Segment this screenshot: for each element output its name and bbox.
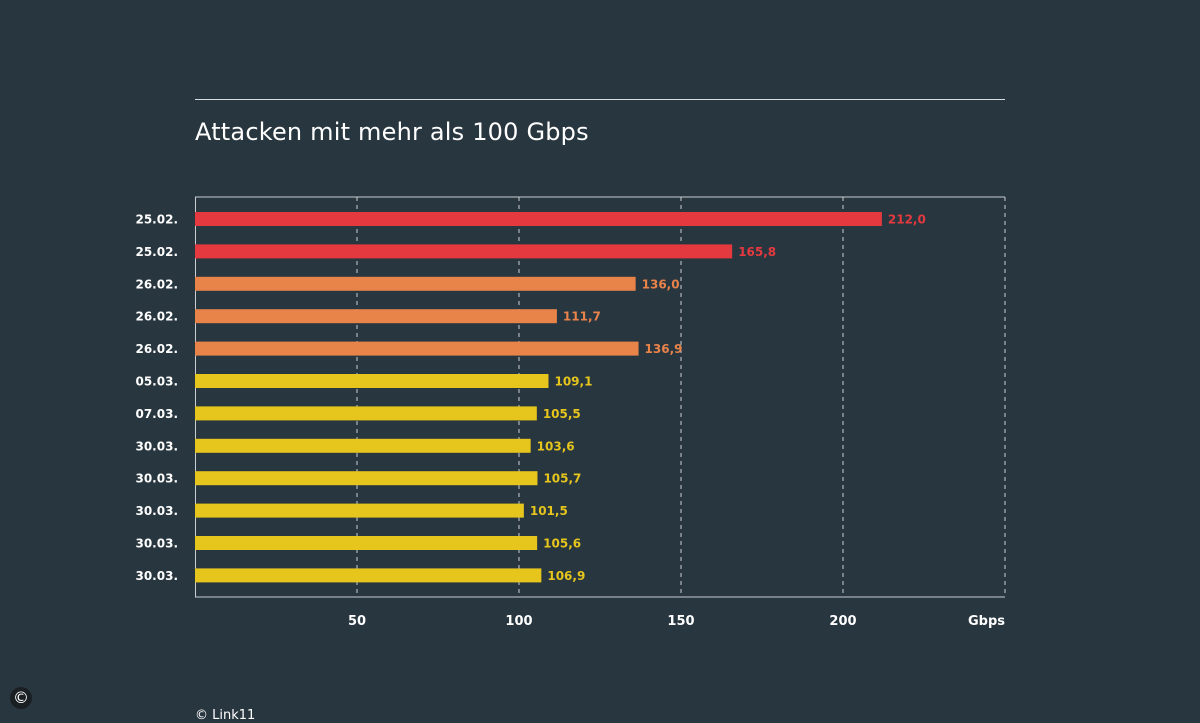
category-label: 30.03. bbox=[135, 472, 178, 486]
bar-value-label: 136,9 bbox=[645, 342, 683, 356]
bar-9 bbox=[195, 503, 524, 518]
x-tick-label: 100 bbox=[505, 614, 532, 629]
top-divider bbox=[195, 99, 1005, 100]
category-label: 25.02. bbox=[135, 245, 178, 259]
bar-value-label: 101,5 bbox=[530, 504, 568, 518]
x-tick-label: 50 bbox=[348, 614, 366, 629]
bar-8 bbox=[195, 471, 538, 486]
bar-value-label: 136,0 bbox=[642, 277, 680, 291]
bar-11 bbox=[195, 568, 542, 583]
bar-7 bbox=[195, 438, 531, 453]
category-label: 07.03. bbox=[135, 407, 178, 421]
x-tick-label: 200 bbox=[829, 614, 856, 629]
category-label: 26.02. bbox=[135, 342, 178, 356]
bar-value-label: 106,9 bbox=[547, 569, 585, 583]
bar-value-label: 111,7 bbox=[563, 310, 601, 324]
bar-0 bbox=[195, 212, 882, 226]
bar-5 bbox=[195, 374, 549, 388]
bar-3 bbox=[195, 309, 557, 324]
category-label: 30.03. bbox=[135, 439, 178, 453]
source-credit: © Link11 bbox=[195, 708, 256, 723]
bar-value-label: 105,5 bbox=[543, 407, 581, 421]
category-label: 30.03. bbox=[135, 537, 178, 551]
category-label: 26.02. bbox=[135, 277, 178, 291]
bar-value-label: 165,8 bbox=[738, 245, 776, 259]
category-label: 26.02. bbox=[135, 310, 178, 324]
bar-4 bbox=[195, 341, 639, 356]
bar-6 bbox=[195, 406, 537, 421]
x-tick-label: 150 bbox=[667, 614, 694, 629]
category-label: 05.03. bbox=[135, 375, 178, 389]
bar-value-label: 103,6 bbox=[537, 439, 575, 453]
bar-1 bbox=[195, 244, 733, 259]
bar-value-label: 105,6 bbox=[543, 537, 581, 551]
bar-10 bbox=[195, 536, 538, 550]
bar-value-label: 109,1 bbox=[554, 375, 592, 389]
category-label: 25.02. bbox=[135, 213, 178, 227]
bar-2 bbox=[195, 276, 636, 291]
bar-value-label: 105,7 bbox=[543, 472, 581, 486]
category-label: 30.03. bbox=[135, 504, 178, 518]
chart-title: Attacken mit mehr als 100 Gbps bbox=[195, 118, 589, 146]
category-label: 30.03. bbox=[135, 569, 178, 583]
x-axis-label: Gbps bbox=[968, 614, 1005, 629]
bar-value-label: 212,0 bbox=[888, 213, 926, 227]
copyright-icon: © bbox=[10, 687, 32, 709]
